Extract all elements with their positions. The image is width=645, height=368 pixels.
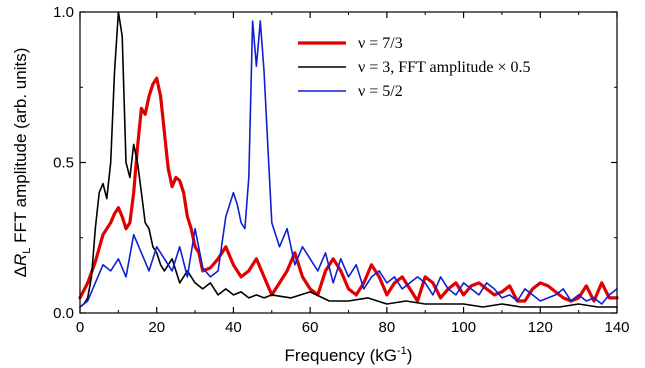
x-tick-label: 120 — [528, 319, 553, 336]
y-axis-label: ΔRL FFT amplitude (arb. units) — [11, 48, 33, 278]
x-tick-label: 20 — [148, 319, 165, 336]
legend-label-2: ν = 3, FFT amplitude × 0.5 — [358, 59, 531, 76]
y-axis: 0.0 0.5 1.0 — [53, 4, 617, 322]
legend: ν = 7/3 ν = 3, FFT amplitude × 0.5 ν = 5/2 — [298, 35, 531, 100]
plot-series — [78, 11, 619, 308]
x-axis-label: Frequency (kG-1) — [285, 345, 413, 365]
legend-label-1: ν = 7/3 — [358, 35, 403, 52]
series-line-2 — [79, 11, 618, 308]
x-axis: 0 20 40 60 80 100 120 140 — [76, 12, 630, 336]
x-tick-label: 80 — [379, 319, 396, 336]
x-tick-label: 0 — [76, 319, 84, 336]
y-tick-label: 0.0 — [53, 305, 74, 322]
y-tick-label: 1.0 — [53, 4, 74, 21]
x-tick-label: 40 — [225, 319, 242, 336]
series-line-3 — [79, 20, 618, 308]
legend-label-3: ν = 5/2 — [358, 83, 403, 100]
y-tick-label: 0.5 — [53, 155, 74, 172]
x-tick-label: 100 — [451, 319, 476, 336]
x-tick-label: 60 — [302, 319, 319, 336]
series-line-1 — [78, 76, 619, 303]
x-tick-label: 140 — [604, 319, 629, 336]
plot-frame — [79, 11, 618, 314]
